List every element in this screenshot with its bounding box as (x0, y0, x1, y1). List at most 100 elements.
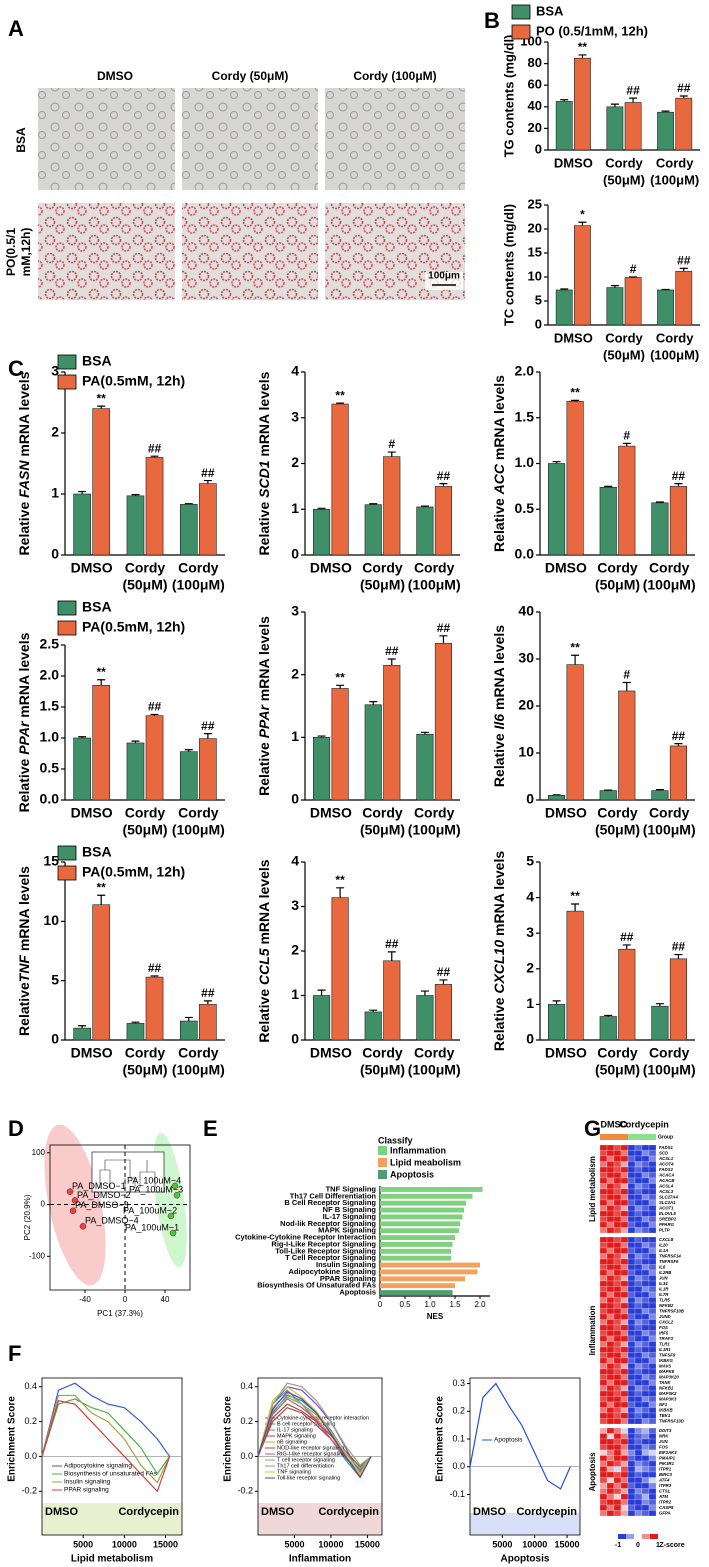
heat-cell (634, 1264, 643, 1271)
heat-cell (641, 1177, 650, 1184)
heat-cell (613, 1407, 622, 1414)
y-tick-label: Insulin Signaling (316, 1260, 376, 1269)
heat-cell (641, 1236, 650, 1243)
heat-cell (606, 1313, 615, 1320)
heat-cell (606, 1407, 615, 1414)
bar (126, 1023, 145, 1041)
legend-label: BSA (82, 599, 112, 615)
error-bar (203, 733, 212, 739)
heat-cell (613, 1291, 622, 1298)
heat-cell (641, 1379, 650, 1386)
heat-cell (627, 1150, 636, 1157)
heat-cell (613, 1510, 622, 1517)
heat-cell (641, 1438, 650, 1445)
y-axis-label: TC contents (mg/dl) (501, 204, 516, 326)
bar (380, 1290, 453, 1295)
bar (73, 1027, 91, 1041)
heat-cell (620, 1401, 629, 1408)
y-tick-label: 3 (526, 924, 534, 940)
legend-swatch (378, 1158, 387, 1167)
annotation: ## (201, 719, 215, 733)
gene-label: TNFRSF10D (659, 1418, 684, 1423)
y-tick-label: 0.4 (24, 1381, 37, 1391)
heat-cell (641, 1155, 650, 1162)
heat-cell (599, 1205, 608, 1212)
x-tick-label: DMSO (554, 155, 593, 170)
heat-cell (599, 1504, 608, 1511)
heat-cell (599, 1177, 608, 1184)
bar (364, 1011, 382, 1041)
heat-cell (641, 1493, 650, 1500)
heat-cell (648, 1221, 657, 1228)
x-tick-label: DMSO (310, 805, 352, 821)
heat-cell (613, 1460, 622, 1467)
heat-cell (648, 1346, 657, 1353)
heat-cell (599, 1188, 608, 1195)
heat-cell (599, 1460, 608, 1467)
error-bar (78, 490, 87, 494)
panel-label: B (484, 8, 500, 33)
heat-cell (634, 1144, 643, 1151)
heat-cell (620, 1227, 629, 1234)
x-tick-label: DMSO (545, 1045, 587, 1061)
heat-cell (620, 1221, 629, 1228)
heat-cell (606, 1291, 615, 1298)
x-tick-label: Cordy (414, 1045, 455, 1061)
error-bar (571, 903, 580, 912)
point (171, 1182, 179, 1190)
point-label: PA_DMSO−3 (75, 1200, 129, 1210)
y-tick-label: 1 (291, 986, 299, 1002)
heat-cell (606, 1216, 615, 1223)
y-tick-label: Rig-I-Like Receptor Signaling (271, 1239, 376, 1248)
bar (380, 1262, 480, 1268)
point-label: PA_100uM−1 (125, 1222, 179, 1232)
heat-cell (613, 1504, 622, 1511)
heat-cell (620, 1264, 629, 1271)
bar (624, 102, 642, 151)
heat-cell (634, 1460, 643, 1467)
heat-cell (627, 1418, 636, 1425)
gene-label: PIK3R1 (659, 1461, 675, 1466)
heat-cell (627, 1330, 636, 1337)
heat-cell (641, 1363, 650, 1370)
x-tick-label: (100μM) (643, 577, 696, 593)
heat-cell (620, 1155, 629, 1162)
y-tick-label: 0 (535, 141, 542, 156)
y-tick-label: 4 (526, 888, 534, 904)
heat-cell (641, 1319, 650, 1326)
bar (566, 910, 584, 1041)
es-line (41, 1399, 171, 1493)
heat-cell (634, 1493, 643, 1500)
heat-cell (648, 1210, 657, 1217)
heat-cell (613, 1210, 622, 1217)
heat-cell (634, 1482, 643, 1489)
colorbar (634, 1534, 642, 1539)
y-axis-label: Relative CCL5 mRNA levels (256, 859, 272, 1042)
heat-cell (641, 1385, 650, 1392)
heat-cell (627, 1493, 636, 1500)
heat-cell (648, 1302, 657, 1309)
heat-cell (613, 1401, 622, 1408)
heat-cell (599, 1216, 608, 1223)
y-label-part: Relative (16, 982, 32, 1036)
heat-cell (599, 1407, 608, 1414)
bar (675, 270, 693, 326)
heat-cell (627, 1407, 636, 1414)
heat-cell (620, 1449, 629, 1456)
gene-label: ITPR1 (659, 1466, 672, 1471)
heat-cell (613, 1253, 622, 1260)
heat-cell (634, 1455, 643, 1462)
heat-cell (634, 1216, 643, 1223)
x-tick-label: Cordy (362, 1045, 403, 1061)
heat-cell (613, 1216, 622, 1223)
group-label: DMSO (261, 1506, 294, 1518)
heat-cell (606, 1433, 615, 1440)
heat-cell (613, 1357, 622, 1364)
bar (657, 111, 674, 151)
x-tick-label: Cordy (414, 805, 455, 821)
heat-cell (648, 1264, 657, 1271)
heat-cell (648, 1455, 657, 1462)
heat-cell (634, 1177, 643, 1184)
bar (599, 1016, 617, 1041)
group-label: Cordycepin (516, 1506, 577, 1518)
